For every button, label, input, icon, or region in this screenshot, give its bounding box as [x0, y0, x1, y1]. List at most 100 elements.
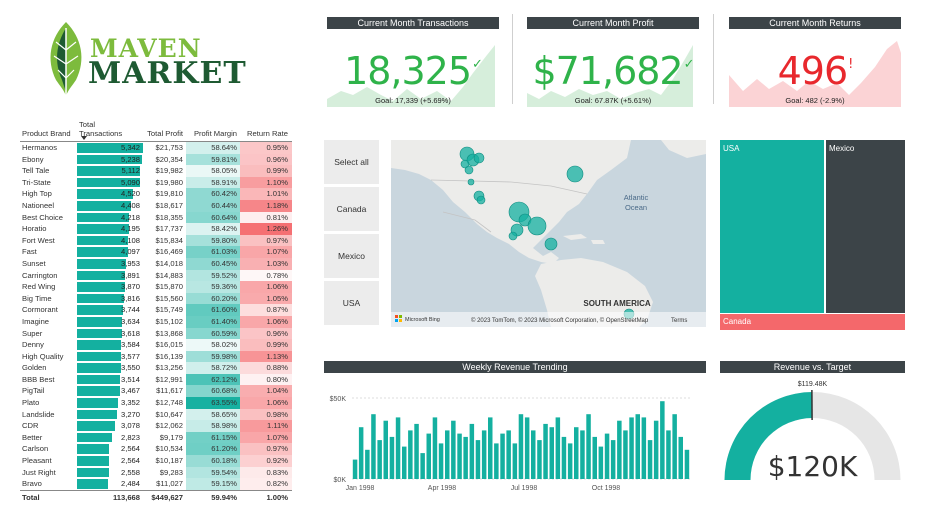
table-row[interactable]: Bravo 2,484 $11,027 59.15% 0.82%	[20, 478, 292, 490]
column-header-return-rate[interactable]: Return Rate	[247, 129, 288, 138]
weekly-revenue-bar[interactable]	[672, 414, 677, 479]
table-row[interactable]: Fast 4,097 $16,469 61.03% 1.07%	[20, 246, 292, 258]
weekly-revenue-bar[interactable]	[414, 423, 419, 479]
weekly-revenue-bar[interactable]	[635, 414, 641, 479]
table-row[interactable]: Hermanos 5,342 $21,753 58.64% 0.95%	[20, 142, 292, 154]
kpi-card-profit[interactable]: Current Month Profit $71,682✓ Goal: 67.8…	[527, 17, 699, 107]
table-row[interactable]: Better 2,823 $9,179 61.15% 1.07%	[20, 431, 292, 444]
column-header-transactions[interactable]: Total Transactions	[79, 120, 123, 138]
slicer-canada[interactable]: Canada	[324, 187, 379, 231]
weekly-revenue-bar[interactable]	[567, 443, 573, 479]
kpi-card-returns[interactable]: Current Month Returns 496! Goal: 482 (-2…	[729, 17, 901, 107]
weekly-revenue-bar[interactable]	[475, 440, 481, 479]
map-bubbles[interactable]	[459, 146, 635, 320]
store-location-bubble[interactable]	[464, 165, 474, 175]
table-row[interactable]: Sunset 3,953 $14,018 60.45% 1.03%	[20, 257, 292, 270]
table-row[interactable]: Nationeel 4,408 $18,617 60.44% 1.18%	[20, 199, 292, 212]
weekly-revenue-bar[interactable]	[500, 433, 505, 479]
weekly-revenue-bar[interactable]	[469, 423, 475, 479]
weekly-revenue-bar[interactable]	[653, 420, 659, 479]
weekly-revenue-bar[interactable]	[512, 443, 518, 479]
table-row[interactable]: Pleasant 2,564 $10,187 60.18% 0.92%	[20, 455, 292, 467]
table-row[interactable]: Just Right 2,558 $9,283 59.54% 0.83%	[20, 466, 292, 479]
table-row[interactable]: High Quality 3,577 $16,139 59.98% 1.13%	[20, 350, 292, 363]
weekly-revenue-bar[interactable]	[580, 430, 585, 479]
weekly-revenue-bar[interactable]	[481, 430, 487, 479]
weekly-trend-chart[interactable]: $50K $0K Jan 1998 Apr 1998 Jul 1998 Oct 1998	[324, 375, 706, 500]
weekly-revenue-bar[interactable]	[358, 427, 364, 479]
weekly-revenue-bar[interactable]	[617, 420, 622, 479]
treemap-cell-usa[interactable]: USA	[720, 140, 824, 313]
store-map[interactable]: Atlantic Ocean SOUTH AMERICA © 2023 TomT…	[391, 140, 706, 327]
weekly-revenue-bar[interactable]	[524, 417, 530, 479]
table-row[interactable]: Golden 3,550 $13,256 58.72% 0.88%	[20, 362, 292, 374]
kpi-card-transactions[interactable]: Current Month Transactions 18,325✓ Goal:…	[327, 17, 499, 107]
table-row[interactable]: Tell Tale 5,112 $19,982 58.05% 0.99%	[20, 165, 292, 177]
table-row[interactable]: Denny 3,584 $16,015 58.02% 0.99%	[20, 339, 292, 351]
weekly-revenue-bar[interactable]	[678, 436, 684, 479]
table-row[interactable]: High Top 4,520 $19,810 60.42% 1.01%	[20, 188, 292, 200]
weekly-revenue-bar[interactable]	[574, 427, 579, 479]
slicer-select-all[interactable]: Select all	[324, 140, 379, 184]
weekly-revenue-bar[interactable]	[531, 430, 536, 479]
weekly-revenue-bar[interactable]	[389, 436, 395, 479]
store-location-bubble[interactable]	[473, 152, 485, 164]
column-header-margin[interactable]: Profit Margin	[193, 129, 237, 138]
table-row[interactable]: Carlson 2,564 $10,534 61.20% 0.97%	[20, 443, 292, 456]
weekly-revenue-bar[interactable]	[383, 420, 389, 479]
weekly-revenue-bar[interactable]	[604, 433, 610, 479]
weekly-revenue-bar[interactable]	[684, 449, 690, 479]
weekly-revenue-bar[interactable]	[463, 436, 468, 479]
weekly-revenue-bar[interactable]	[647, 440, 653, 479]
weekly-revenue-bar[interactable]	[537, 440, 542, 479]
weekly-revenue-bar[interactable]	[592, 436, 598, 479]
table-row[interactable]: Tri-State 5,090 $19,980 58.91% 1.10%	[20, 176, 292, 189]
table-row[interactable]: Cormorant 3,744 $15,749 61.60% 0.87%	[20, 304, 292, 316]
weekly-revenue-bar[interactable]	[451, 420, 456, 479]
weekly-revenue-bar[interactable]	[629, 417, 634, 479]
table-row[interactable]: Big Time 3,816 $15,560 60.20% 1.05%	[20, 292, 292, 305]
table-row[interactable]: Red Wing 3,870 $15,870 59.36% 1.06%	[20, 281, 292, 293]
table-row[interactable]: Ebony 5,238 $20,354 59.81% 0.96%	[20, 153, 292, 166]
treemap-cell-mexico[interactable]: Mexico	[826, 140, 905, 313]
weekly-revenue-bar[interactable]	[586, 414, 591, 479]
map-terms-link[interactable]: Terms	[671, 318, 687, 324]
column-header-profit[interactable]: Total Profit	[147, 129, 183, 138]
store-location-bubble[interactable]	[476, 195, 486, 205]
table-row[interactable]: Horatio 4,195 $17,737 58.42% 1.26%	[20, 223, 292, 235]
slicer-mexico[interactable]: Mexico	[324, 234, 379, 278]
country-treemap[interactable]: USA Mexico Canada	[720, 140, 905, 330]
weekly-revenue-bar[interactable]	[420, 453, 425, 479]
table-row[interactable]: CDR 3,078 $12,062 58.98% 1.11%	[20, 420, 292, 432]
table-row[interactable]: Best Choice 4,218 $18,355 60.64% 0.81%	[20, 211, 292, 224]
weekly-revenue-bar[interactable]	[610, 440, 616, 479]
weekly-revenue-bar[interactable]	[395, 417, 401, 479]
weekly-revenue-bar[interactable]	[660, 401, 665, 479]
weekly-revenue-bar[interactable]	[561, 436, 567, 479]
weekly-revenue-bar[interactable]	[432, 417, 438, 479]
table-row[interactable]: BBB Best 3,514 $12,991 62.12% 0.80%	[20, 373, 292, 386]
slicer-usa[interactable]: USA	[324, 281, 379, 325]
store-location-bubble[interactable]	[508, 231, 518, 241]
table-row[interactable]: Plato 3,352 $12,748 63.55% 1.06%	[20, 397, 292, 409]
weekly-revenue-bar[interactable]	[623, 430, 628, 479]
table-row[interactable]: Fort West 4,108 $15,834 59.80% 0.97%	[20, 234, 292, 247]
weekly-revenue-bar[interactable]	[666, 430, 671, 479]
weekly-revenue-bar[interactable]	[377, 440, 382, 479]
table-row[interactable]: Landslide 3,270 $10,647 58.65% 0.98%	[20, 408, 292, 421]
weekly-revenue-bar[interactable]	[426, 433, 432, 479]
store-location-bubble[interactable]	[544, 237, 558, 251]
table-row[interactable]: PigTail 3,467 $11,617 60.68% 1.04%	[20, 385, 292, 398]
table-row[interactable]: Super 3,618 $13,868 60.59% 0.96%	[20, 327, 292, 340]
weekly-revenue-bar[interactable]	[402, 446, 407, 479]
table-row[interactable]: Imagine 3,634 $15,102 61.40% 1.06%	[20, 315, 292, 328]
store-location-bubble[interactable]	[566, 165, 584, 183]
weekly-revenue-bar[interactable]	[598, 446, 604, 479]
treemap-cell-canada[interactable]: Canada	[720, 314, 905, 330]
column-header-brand[interactable]: Product Brand	[22, 129, 71, 138]
weekly-revenue-bar[interactable]	[352, 459, 358, 479]
weekly-revenue-bar[interactable]	[518, 414, 524, 479]
weekly-revenue-bar[interactable]	[494, 443, 499, 479]
sort-descending-icon[interactable]	[81, 136, 87, 140]
revenue-gauge[interactable]: $119.48K $120K	[720, 375, 905, 490]
